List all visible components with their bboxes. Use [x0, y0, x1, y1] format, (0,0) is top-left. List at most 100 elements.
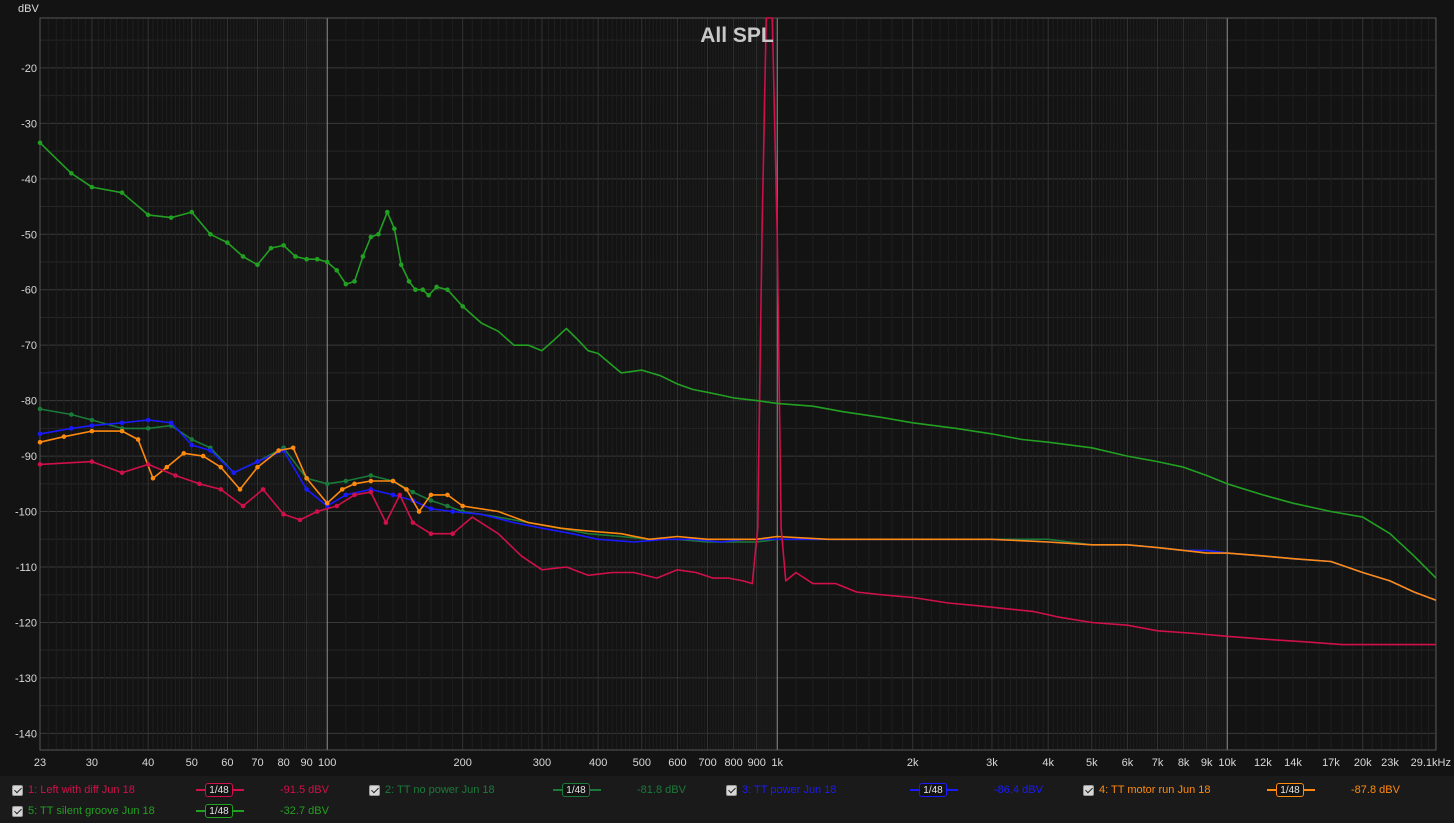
x-tick-label: 10k [1218, 757, 1236, 769]
x-tick-label: 60 [221, 757, 233, 769]
data-point [145, 212, 151, 218]
data-point [339, 487, 345, 492]
x-tick-label: 23k [1381, 757, 1399, 769]
legend-smoothing[interactable]: 1/48 [196, 801, 244, 821]
spl-chart[interactable]: -20 -30 -40 -50 -60 -70 -80 -90 -100 -110 -120 -130… [0, 0, 1454, 775]
data-point [416, 509, 422, 514]
data-point [89, 459, 95, 464]
y-axis-ticks: -20 -30 -40 -50 -60 -70 -80 -90 -100 -110 -120 -130… [15, 63, 37, 740]
legend-checkbox[interactable] [726, 784, 737, 796]
data-point [352, 492, 357, 498]
data-point [426, 292, 431, 298]
data-point [450, 509, 455, 514]
y-tick-label: -120 [15, 617, 37, 629]
y-tick-label: -80 [21, 396, 37, 408]
data-point [145, 417, 151, 423]
data-point [119, 470, 125, 476]
smoothing-badge[interactable]: 1/48 [205, 804, 233, 818]
smoothing-badge[interactable]: 1/48 [562, 783, 590, 797]
x-tick-label: 5k [1086, 757, 1098, 769]
x-tick-label: 50 [186, 757, 198, 769]
x-tick-label: 17k [1322, 757, 1340, 769]
legend-item-3[interactable]: 3: TT power Jun 18 [726, 780, 836, 800]
data-point [69, 426, 74, 431]
data-point [334, 503, 340, 509]
legend-value: -87.8 dBV [1351, 784, 1400, 796]
legend-smoothing[interactable]: 1/48 [910, 780, 958, 800]
y-tick-label: -110 [16, 562, 37, 574]
x-tick-label: 500 [633, 757, 651, 769]
chart-title: All SPL [700, 24, 774, 47]
data-point [334, 268, 340, 273]
data-point [119, 420, 125, 426]
legend-value: -32.7 dBV [280, 805, 329, 817]
data-point [89, 423, 95, 428]
data-point [413, 287, 418, 293]
data-point [37, 406, 43, 412]
data-point [410, 520, 416, 525]
data-point [89, 428, 95, 434]
data-point [231, 470, 237, 476]
legend-item-2[interactable]: 2: TT no power Jun 18 [369, 780, 495, 800]
smoothing-badge[interactable]: 1/48 [1276, 783, 1304, 797]
legend-series-name: 2: TT no power Jun 18 [385, 784, 495, 796]
data-point [314, 256, 320, 262]
x-axis-ticks: 23 30 40 50 60 70 80 90 100 200 300 400 500 600 700 800… [34, 757, 1451, 769]
data-point [406, 279, 412, 284]
data-point [293, 254, 298, 259]
data-point [119, 428, 125, 434]
data-point [255, 464, 260, 470]
data-point [240, 254, 246, 259]
series-line-5 [39, 142, 1437, 579]
legend-item-4[interactable]: 4: TT motor run Jun 18 [1083, 780, 1210, 800]
legend-item-1[interactable]: 1: Left with diff Jun 18 [12, 780, 135, 800]
x-tick-label: 70 [251, 757, 263, 769]
data-point [61, 434, 67, 439]
data-point [445, 492, 450, 498]
data-point [89, 184, 95, 190]
x-tick-label: 700 [698, 757, 716, 769]
legend-checkbox[interactable] [12, 805, 23, 817]
data-point [276, 448, 281, 453]
data-point [324, 259, 330, 265]
data-point [304, 475, 309, 481]
x-tick-label: 2k [907, 757, 919, 769]
data-point [281, 243, 286, 248]
x-tick-label: 900 [747, 757, 765, 769]
legend-checkbox[interactable] [12, 784, 23, 796]
data-point [360, 254, 366, 259]
data-point [37, 462, 43, 467]
data-point [189, 442, 195, 448]
data-point [290, 445, 296, 451]
x-tick-label: 4k [1042, 757, 1054, 769]
x-tick-label: 12k [1254, 757, 1272, 769]
smoothing-badge[interactable]: 1/48 [205, 783, 233, 797]
data-point [450, 531, 455, 537]
legend-checkbox[interactable] [1083, 784, 1094, 796]
data-point [343, 492, 349, 498]
data-point [376, 231, 381, 237]
legend-smoothing[interactable]: 1/48 [553, 780, 601, 800]
legend: 1: Left with diff Jun 18 1/48 -91.5 dBV 2: … [0, 776, 1454, 823]
data-point [392, 226, 397, 232]
legend-item-5[interactable]: 5: TT silent groove Jun 18 [12, 801, 155, 821]
x-tick-label: 400 [589, 757, 607, 769]
data-point [208, 448, 213, 453]
data-point [173, 473, 178, 478]
y-tick-label: -100 [15, 507, 37, 519]
data-point [135, 437, 141, 442]
data-point [37, 140, 43, 146]
data-point [324, 481, 330, 487]
legend-smoothing[interactable]: 1/48 [1267, 780, 1315, 800]
legend-checkbox[interactable] [369, 784, 380, 796]
data-point [445, 287, 450, 293]
x-tick-label: 800 [724, 757, 742, 769]
data-point [255, 459, 260, 464]
x-tick-label: 9k [1201, 757, 1213, 769]
data-point [390, 492, 396, 498]
data-point [428, 492, 434, 498]
y-tick-label: -20 [21, 63, 37, 75]
legend-smoothing[interactable]: 1/48 [196, 780, 244, 800]
smoothing-badge[interactable]: 1/48 [919, 783, 947, 797]
data-point [164, 464, 170, 470]
